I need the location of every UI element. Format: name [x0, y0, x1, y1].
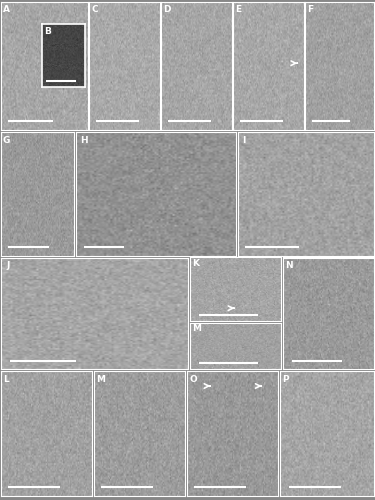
- Text: M: M: [192, 324, 201, 334]
- Text: M: M: [96, 375, 105, 384]
- Text: K: K: [192, 259, 200, 268]
- Text: F: F: [308, 6, 314, 15]
- Text: C: C: [92, 6, 98, 15]
- Text: A: A: [3, 6, 10, 15]
- Text: J: J: [6, 262, 10, 270]
- Text: I: I: [242, 136, 245, 144]
- Text: E: E: [236, 6, 242, 15]
- Text: P: P: [283, 375, 289, 384]
- Text: D: D: [164, 6, 171, 15]
- Text: H: H: [81, 136, 88, 144]
- Text: G: G: [3, 136, 10, 144]
- Text: O: O: [189, 375, 197, 384]
- Text: L: L: [3, 375, 9, 384]
- Text: L: L: [285, 259, 291, 268]
- Text: B: B: [44, 27, 51, 36]
- Text: N: N: [285, 262, 293, 270]
